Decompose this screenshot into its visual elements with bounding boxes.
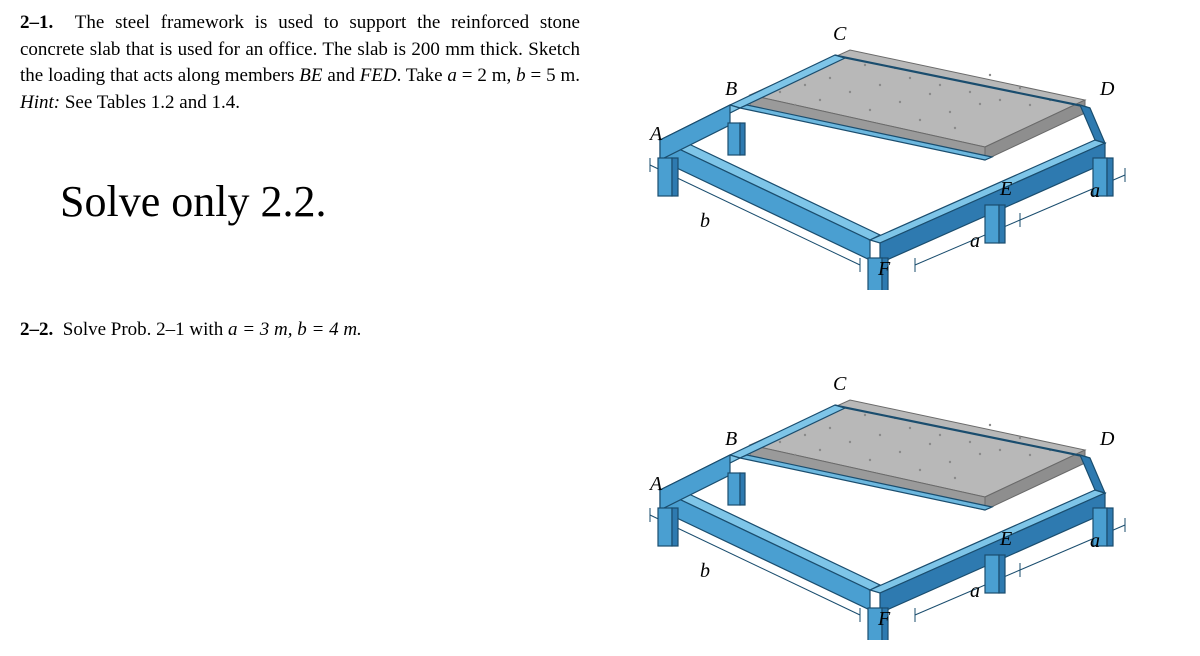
problem-2-1-text: 2–1. The steel framework is used to supp… [20,10,580,116]
label-D: D [1100,78,1114,101]
problem-2-2: 2–2. Solve Prob. 2–1 with a = 3 m, b = 4… [20,317,580,344]
label-C-2: C [833,373,846,396]
structural-diagram-1 [620,10,1140,290]
problem-number-2-1: 2–1. [20,12,53,33]
label-F-2: F [878,608,890,631]
label-a1-2: a [970,580,980,603]
label-E-2: E [1000,528,1012,551]
label-C: C [833,23,846,46]
label-E: E [1000,178,1012,201]
label-F: F [878,258,890,281]
label-b-2: b [700,560,710,583]
label-A: A [650,123,662,146]
problem-number-2-2: 2–2. [20,319,53,340]
label-a1: a [970,230,980,253]
label-D-2: D [1100,428,1114,451]
label-b: b [700,210,710,233]
structural-diagram-2 [620,360,1140,640]
label-a2-2: a [1090,530,1100,553]
problem-2-1: 2–1. The steel framework is used to supp… [20,10,580,116]
label-B-2: B [725,428,737,451]
label-A-2: A [650,473,662,496]
problem-2-2-text: 2–2. Solve Prob. 2–1 with a = 3 m, b = 4… [20,317,580,344]
figure-2: A B C D E F b a a [620,360,1140,640]
label-B: B [725,78,737,101]
figure-1: A B C D E F b a a [620,10,1140,290]
label-a2: a [1090,180,1100,203]
solve-instruction: Solve only 2.2. [60,176,580,227]
